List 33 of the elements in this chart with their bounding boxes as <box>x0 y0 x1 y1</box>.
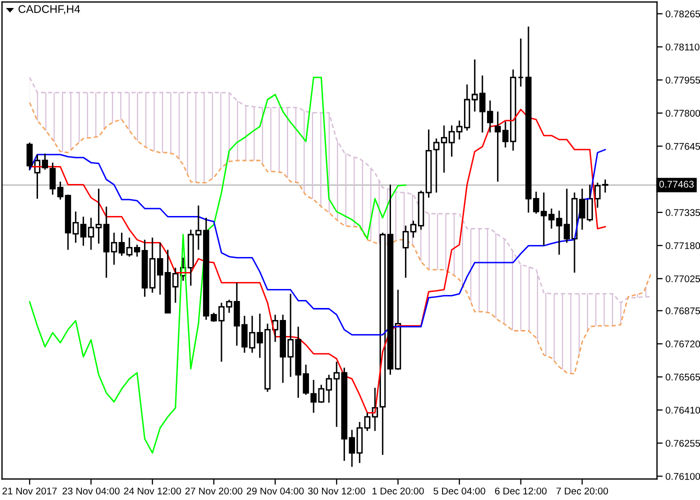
chart-title: CADCHF,H4 <box>18 5 80 14</box>
y-tick-label: 0.76100 <box>666 472 700 480</box>
line-series <box>28 148 606 336</box>
candlestick <box>586 184 593 222</box>
x-tick-label: 21 Nov 2017 <box>2 488 57 494</box>
line-series <box>28 76 652 304</box>
candlestick <box>518 38 524 88</box>
y-tick-label: 0.76565 <box>666 374 700 381</box>
candlestick <box>50 162 56 196</box>
y-tick-label: 0.76255 <box>666 440 700 447</box>
candlestick <box>402 224 409 278</box>
y-tick-label: 0.77955 <box>666 76 700 84</box>
x-tick-label: 7 Dec 20:00 <box>556 488 608 494</box>
ref-line-label: 0.77463 <box>659 180 694 188</box>
x-tick-label: 24 Nov 12:00 <box>124 488 181 494</box>
y-tick-label: 0.77025 <box>666 275 700 282</box>
line-series <box>28 76 406 454</box>
y-tick-label: 0.78110 <box>666 44 700 50</box>
y-tick-label: 0.77180 <box>666 242 700 250</box>
y-tick-label: 0.76720 <box>666 340 700 348</box>
x-tick-label: 1 Dec 20:00 <box>372 488 424 494</box>
y-tick-label: 0.77800 <box>666 110 700 117</box>
y-tick-label: 0.76410 <box>666 406 700 414</box>
y-tick-label: 0.76875 <box>666 307 700 314</box>
x-tick-label: 29 Nov 04:00 <box>246 488 304 494</box>
y-tick-label: 0.78265 <box>666 10 700 18</box>
x-tick-label: 5 Dec 04:00 <box>434 488 486 494</box>
y-tick-label: 0.77645 <box>666 142 700 150</box>
x-tick-label: 27 Nov 20:00 <box>185 488 242 494</box>
x-tick-label: 23 Nov 04:00 <box>62 488 120 494</box>
x-tick-label: 6 Dec 12:00 <box>495 488 547 494</box>
x-tick-label: 30 Nov 12:00 <box>308 488 366 494</box>
y-tick-label: 0.77335 <box>666 209 700 216</box>
